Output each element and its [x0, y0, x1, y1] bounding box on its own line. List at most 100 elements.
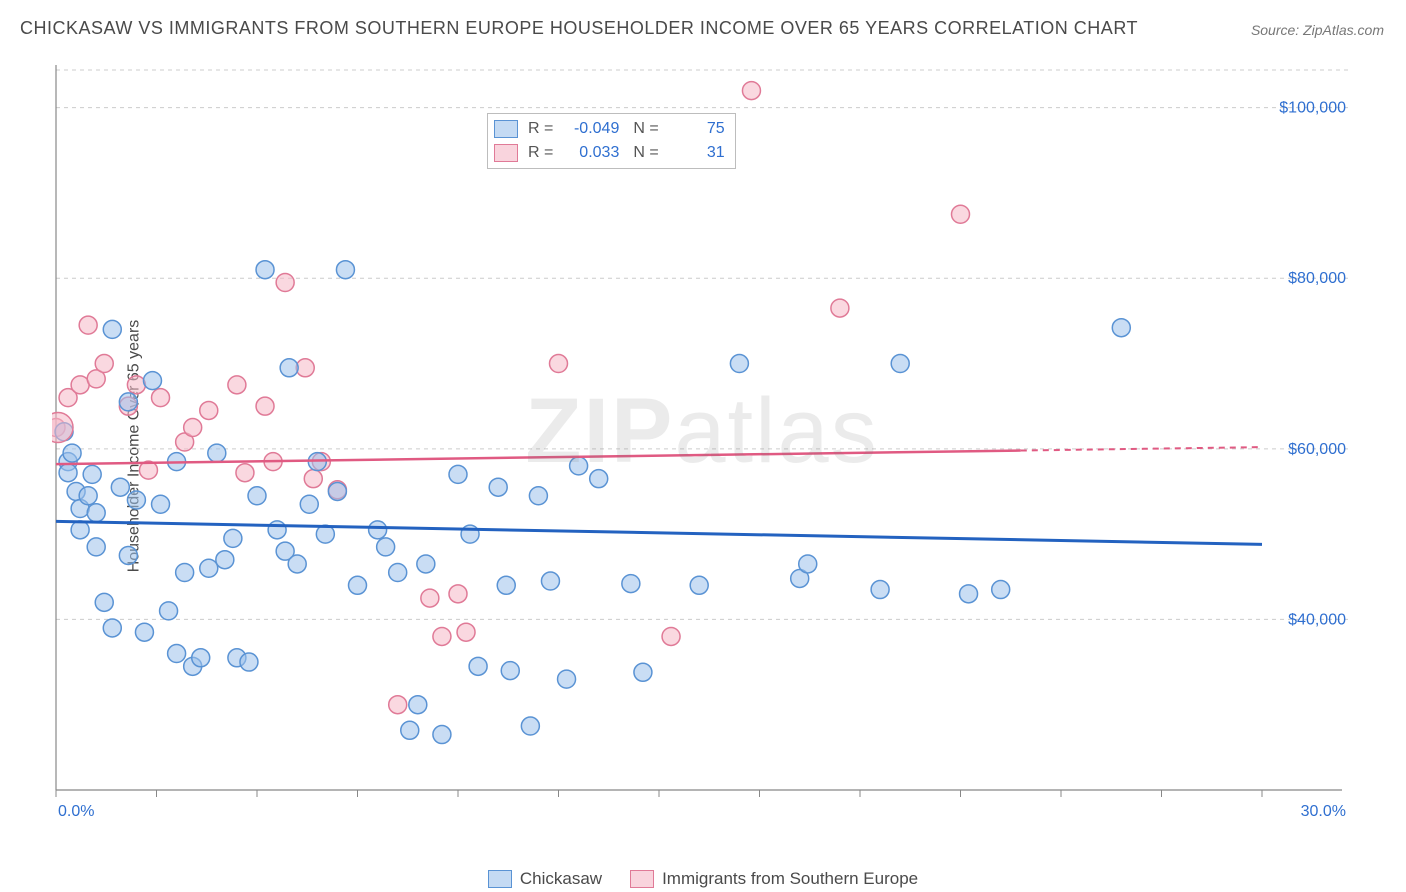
scatter-point [152, 495, 170, 513]
scatter-point [276, 274, 294, 292]
scatter-point [634, 663, 652, 681]
scatter-point [952, 205, 970, 223]
scatter-plot-svg: $40,000 $60,000 $80,000 $100,000 0.0% 30.0% [52, 55, 1352, 825]
scatter-point [521, 717, 539, 735]
scatter-point [160, 602, 178, 620]
r-label: R = [528, 144, 553, 162]
y-tick-label: $60,000 [1288, 441, 1346, 458]
scatter-point [389, 564, 407, 582]
trend-line-b [56, 451, 1021, 465]
scatter-point [79, 316, 97, 334]
scatter-point [662, 627, 680, 645]
scatter-point [184, 419, 202, 437]
source-prefix: Source: [1251, 22, 1303, 38]
scatter-point [71, 521, 89, 539]
chart-title: CHICKASAW VS IMMIGRANTS FROM SOUTHERN EU… [20, 18, 1138, 39]
scatter-point [71, 376, 89, 394]
scatter-point [95, 593, 113, 611]
scatter-point [541, 572, 559, 590]
n-value-b: 31 [669, 144, 729, 162]
scatter-point [417, 555, 435, 573]
scatter-point [558, 670, 576, 688]
scatter-point [409, 696, 427, 714]
scatter-point [742, 82, 760, 100]
scatter-point [119, 393, 137, 411]
n-label: N = [633, 144, 658, 162]
scatter-point [192, 649, 210, 667]
r-value-b: 0.033 [563, 144, 623, 162]
x-tick-label-end: 30.0% [1301, 803, 1346, 820]
scatter-point [304, 470, 322, 488]
n-label: N = [633, 120, 658, 138]
scatter-point [300, 495, 318, 513]
scatter-point [63, 444, 81, 462]
scatter-point [228, 376, 246, 394]
y-tick-label: $40,000 [1288, 611, 1346, 628]
scatter-point [501, 662, 519, 680]
scatter-point [135, 623, 153, 641]
scatter-point [799, 555, 817, 573]
scatter-point [83, 465, 101, 483]
scatter-point [457, 623, 475, 641]
scatter-point [433, 726, 451, 744]
scatter-point [349, 576, 367, 594]
scatter-point [59, 464, 77, 482]
r-label: R = [528, 120, 553, 138]
scatter-point [176, 564, 194, 582]
scatter-point [200, 559, 218, 577]
scatter-point [127, 491, 145, 509]
y-tick-label: $100,000 [1279, 100, 1346, 117]
scatter-point [127, 376, 145, 394]
scatter-point [328, 482, 346, 500]
legend-item-b: Immigrants from Southern Europe [630, 869, 918, 889]
scatter-point [236, 464, 254, 482]
plot-area: $40,000$60,000$80,000$100,0000.0%30.0% Z… [52, 55, 1352, 825]
scatter-point [377, 538, 395, 556]
scatter-point [831, 299, 849, 317]
source-attribution: Source: ZipAtlas.com [1251, 22, 1384, 38]
y-tick-label: $80,000 [1288, 270, 1346, 287]
scatter-point [449, 465, 467, 483]
scatter-point [152, 389, 170, 407]
source-name: ZipAtlas.com [1303, 22, 1384, 38]
scatter-point [168, 645, 186, 663]
scatter-point [871, 581, 889, 599]
scatter-point [248, 487, 266, 505]
scatter-point [960, 585, 978, 603]
scatter-point [1112, 319, 1130, 337]
scatter-point [730, 355, 748, 373]
legend-label-b: Immigrants from Southern Europe [662, 869, 918, 889]
scatter-point [208, 444, 226, 462]
scatter-point [95, 355, 113, 373]
scatter-point [103, 619, 121, 637]
scatter-point [119, 546, 137, 564]
swatch-series-a [494, 120, 518, 138]
scatter-point [256, 261, 274, 279]
legend-item-a: Chickasaw [488, 869, 602, 889]
scatter-point [268, 521, 286, 539]
scatter-point [421, 589, 439, 607]
scatter-point [143, 372, 161, 390]
scatter-point [433, 627, 451, 645]
legend-label-a: Chickasaw [520, 869, 602, 889]
scatter-point [216, 551, 234, 569]
stats-row-a: R = -0.049 N = 75 [494, 117, 729, 141]
scatter-point [200, 401, 218, 419]
scatter-point [570, 457, 588, 475]
scatter-point [336, 261, 354, 279]
scatter-point [87, 538, 105, 556]
scatter-point [111, 478, 129, 496]
scatter-point [103, 320, 121, 338]
x-tick-label-start: 0.0% [58, 803, 94, 820]
n-value-a: 75 [669, 120, 729, 138]
scatter-point [891, 355, 909, 373]
bottom-legend: Chickasaw Immigrants from Southern Europ… [0, 869, 1406, 889]
scatter-point [280, 359, 298, 377]
stats-row-b: R = 0.033 N = 31 [494, 141, 729, 165]
scatter-point [79, 487, 97, 505]
scatter-point [690, 576, 708, 594]
scatter-point [550, 355, 568, 373]
scatter-point [240, 653, 258, 671]
swatch-series-b [494, 144, 518, 162]
scatter-point [469, 657, 487, 675]
